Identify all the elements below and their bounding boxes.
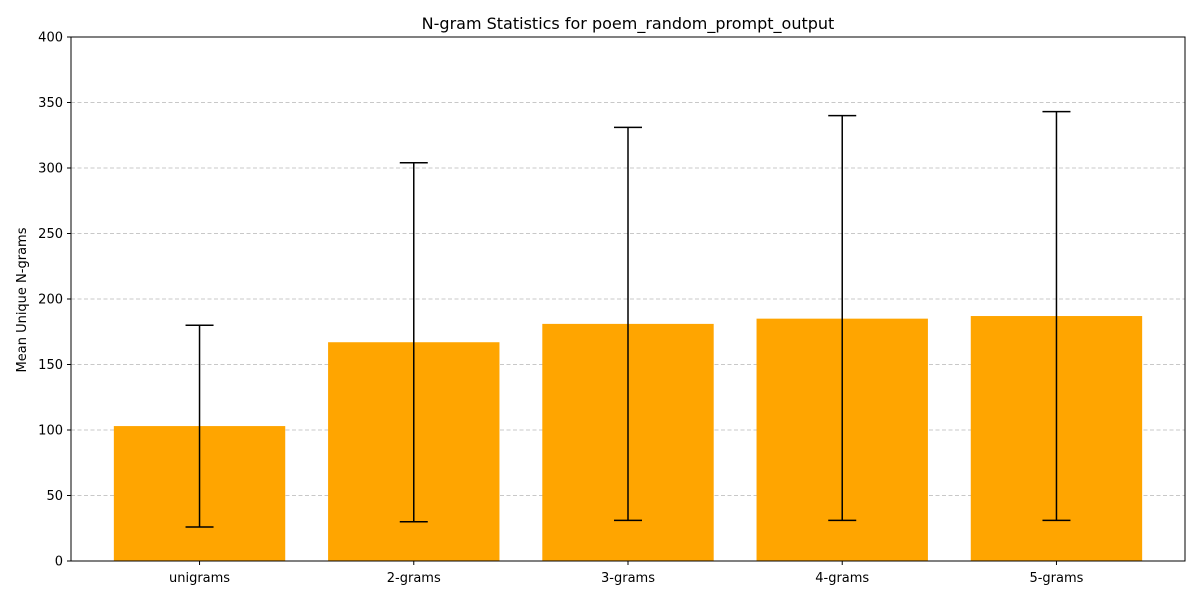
x-tick-label: 2-grams <box>387 571 441 586</box>
y-axis-title: Mean Unique N-grams <box>15 227 30 372</box>
y-tick-label: 0 <box>55 555 63 570</box>
error-bar-5-grams <box>1042 110 1071 522</box>
error-bar-3-grams <box>614 126 642 522</box>
y-tick-label: 150 <box>38 358 63 373</box>
y-tick-label: 300 <box>38 162 63 177</box>
y-tick-label: 350 <box>38 96 63 111</box>
y-tick-label: 400 <box>38 31 63 46</box>
y-tick-label: 100 <box>38 424 63 439</box>
axes: 0 50 100 150 200 250 300 350 400 unigrams 2-grams 3… <box>38 31 1186 586</box>
error-bar-2-grams <box>399 162 428 523</box>
x-tick-label: unigrams <box>169 571 230 586</box>
y-tick-label: 200 <box>38 293 63 308</box>
error-bar-unigrams <box>185 324 214 528</box>
y-tick-label: 50 <box>46 489 63 504</box>
error-bar-4-grams <box>828 114 857 522</box>
x-tick-label: 4-grams <box>815 571 869 586</box>
error-bars <box>185 110 1071 528</box>
x-tick-label: 5-grams <box>1029 571 1083 586</box>
x-tick-label: 3-grams <box>601 571 655 586</box>
chart-title: N-gram Statistics for poem_random_prompt… <box>422 14 835 34</box>
y-tick-label: 250 <box>38 227 63 242</box>
